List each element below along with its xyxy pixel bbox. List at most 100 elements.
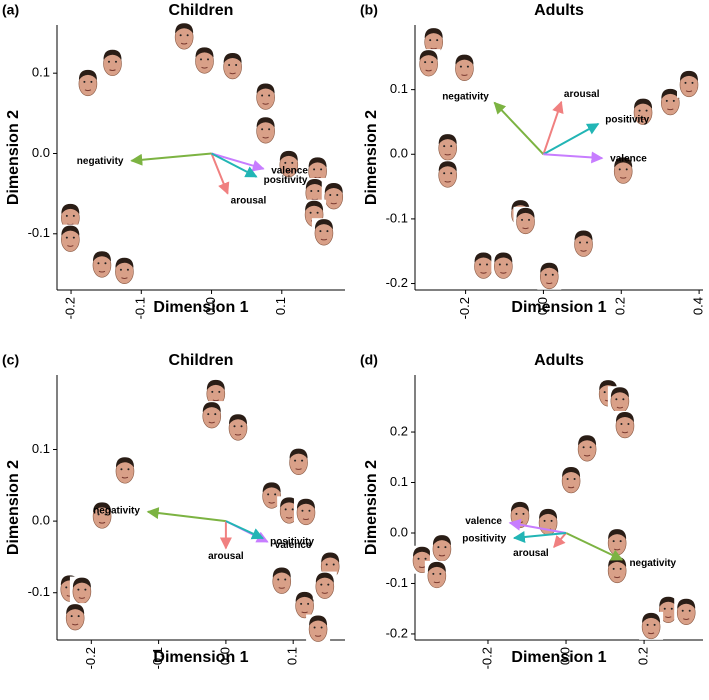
face-eye — [313, 168, 316, 171]
face — [75, 68, 100, 97]
face-eye — [653, 623, 656, 626]
vector-arrow — [146, 507, 227, 523]
face-eye — [320, 168, 323, 171]
vector-arrow — [565, 532, 624, 561]
face — [513, 206, 538, 235]
vector-label: negativity — [442, 91, 489, 102]
x-tick-label: 0.2 — [613, 297, 628, 315]
x-tick-label: 0.0 — [557, 647, 572, 665]
face-eye — [672, 99, 675, 102]
face — [435, 133, 460, 162]
face-hair — [511, 200, 530, 211]
face-eye — [218, 390, 221, 393]
face-hair — [677, 598, 696, 609]
face-eye — [291, 161, 294, 164]
face-hair — [562, 466, 581, 477]
face-eye — [515, 512, 518, 515]
face-eye — [417, 557, 420, 560]
face-eye — [646, 623, 649, 626]
face-mouth — [121, 476, 129, 479]
face — [199, 401, 224, 430]
face-mouth — [430, 47, 437, 50]
face-hair — [427, 561, 446, 572]
face-eye — [228, 63, 231, 66]
vector-arrow — [542, 123, 600, 156]
face-eye — [528, 218, 531, 221]
face-mouth — [619, 176, 627, 179]
face-mouth — [522, 227, 529, 230]
face-eye — [127, 468, 130, 471]
face-eye — [309, 211, 312, 214]
face — [276, 149, 301, 178]
face-hair — [634, 98, 653, 109]
face-eye — [551, 273, 554, 276]
face-eye — [478, 263, 481, 266]
face-eye — [450, 172, 453, 175]
x-axis-label: Dimension 1 — [153, 299, 248, 316]
chart-title: Children — [169, 352, 234, 369]
x-tick-label: 0.0 — [535, 297, 550, 315]
face-hair — [103, 49, 122, 60]
face-eye — [543, 519, 546, 522]
face-hair — [321, 552, 340, 563]
face-eye — [327, 583, 330, 586]
x-tick-label: -0.2 — [62, 297, 77, 319]
face-hair — [93, 502, 112, 513]
face — [674, 597, 699, 626]
y-tick-label: -0.1 — [386, 210, 408, 225]
face-eye — [444, 546, 447, 549]
face — [192, 46, 217, 75]
face-eye — [72, 214, 75, 217]
face-hair — [305, 200, 324, 211]
face — [89, 250, 114, 279]
face-mouth — [285, 170, 293, 173]
face-mouth — [67, 245, 74, 247]
face-mouth — [444, 180, 451, 183]
face-hair — [610, 387, 629, 398]
vector-arrow — [512, 531, 567, 543]
face-eye — [670, 607, 673, 610]
face-eye — [612, 567, 615, 570]
face-eye — [665, 99, 668, 102]
face-hair — [614, 157, 633, 168]
face-eye — [485, 263, 488, 266]
face-mouth — [109, 69, 116, 71]
vector-label: positivity — [462, 533, 506, 544]
vector-arrow — [493, 101, 545, 155]
face-eye — [84, 588, 87, 591]
face-eye — [211, 390, 214, 393]
face-eye — [443, 145, 446, 148]
face-hair — [315, 572, 334, 583]
face-hair — [305, 179, 324, 190]
face-eye — [274, 493, 277, 496]
face — [269, 566, 294, 595]
chart-title: Adults — [534, 2, 584, 19]
face-eye — [424, 557, 427, 560]
face-eye — [431, 61, 434, 64]
face-eye — [316, 211, 319, 214]
x-axis-label: Dimension 1 — [153, 649, 248, 666]
face-mouth — [98, 270, 106, 273]
face-eye — [261, 128, 264, 131]
face-eye — [436, 39, 439, 42]
face-eye — [268, 94, 271, 97]
face — [226, 413, 251, 442]
face-hair — [202, 402, 221, 413]
y-tick-label: 0.0 — [32, 145, 50, 160]
face-eye — [301, 509, 304, 512]
face-hair — [474, 252, 493, 263]
x-tick-label: -0.1 — [150, 647, 165, 669]
x-tick-label: -0.2 — [479, 647, 494, 669]
face-eye — [90, 80, 93, 83]
face — [253, 116, 278, 145]
face-hair — [599, 380, 618, 391]
y-tick-label: 0.0 — [32, 513, 50, 528]
panel-label: (d) — [360, 352, 378, 368]
face — [100, 48, 125, 77]
face-mouth — [84, 89, 92, 92]
x-tick-label: -0.2 — [457, 297, 472, 319]
face-hair — [195, 47, 214, 58]
face-eye — [207, 413, 210, 416]
face-eye — [284, 161, 287, 164]
face-mouth — [121, 277, 128, 279]
